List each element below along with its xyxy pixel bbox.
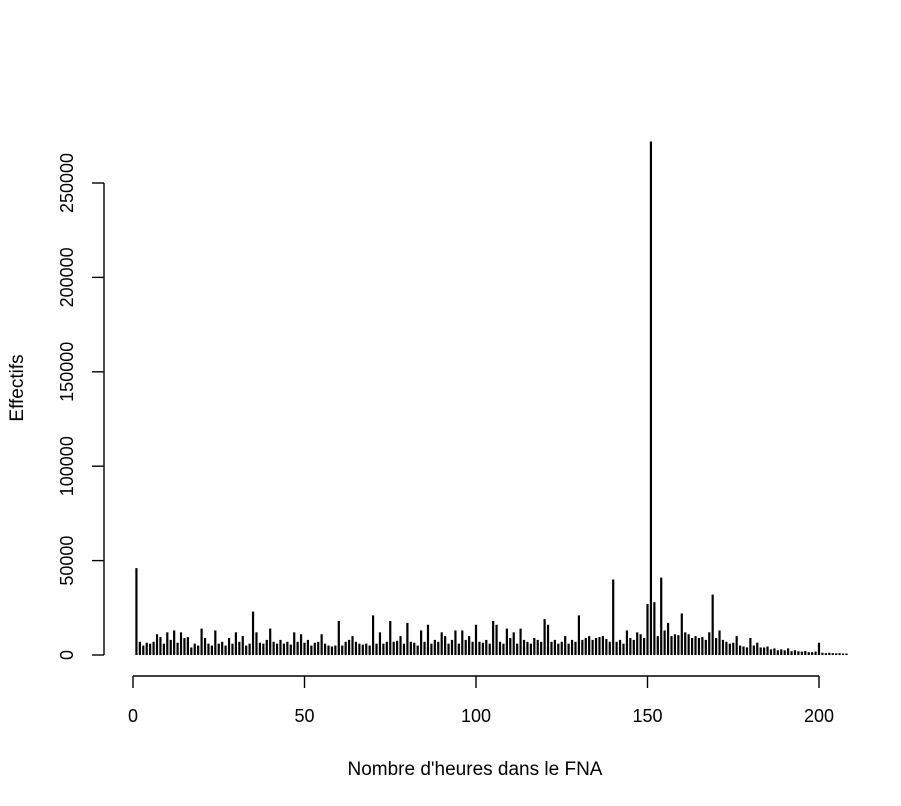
- x-tick-label: 100: [461, 706, 491, 726]
- x-tick-label: 50: [294, 706, 314, 726]
- y-axis: 0 50000 100000 150000 200000 250000: [57, 153, 105, 660]
- y-tick-label: 100000: [57, 436, 77, 496]
- y-tick-label: 0: [57, 650, 77, 660]
- bars-group: [135, 141, 848, 655]
- x-tick-label: 0: [128, 706, 138, 726]
- y-tick-label: 200000: [57, 247, 77, 307]
- y-axis-label: Effectifs: [7, 354, 28, 421]
- y-tick-label: 150000: [57, 342, 77, 402]
- y-tick-label: 250000: [57, 153, 77, 213]
- x-axis-label: Nombre d'heures dans le FNA: [348, 759, 603, 780]
- x-axis: 0 50 100 150 200: [128, 675, 834, 726]
- x-tick-label: 150: [632, 706, 662, 726]
- x-tick-label: 200: [804, 706, 834, 726]
- y-tick-label: 50000: [57, 536, 77, 586]
